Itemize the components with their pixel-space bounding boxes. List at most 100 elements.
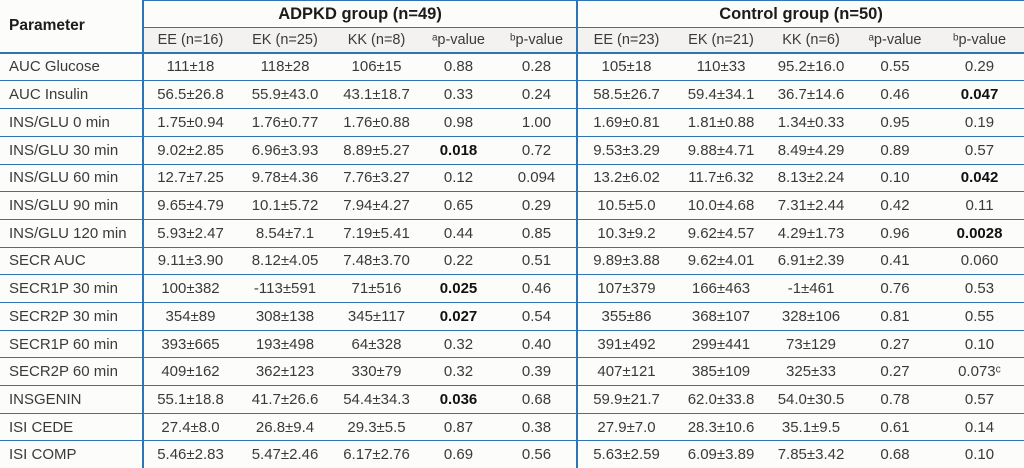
value-cell: 0.018 (420, 136, 497, 165)
value-cell: 0.27 (855, 330, 936, 359)
row-label: INS/GLU 30 min (0, 136, 143, 165)
value-cell: 11.7±6.32 (675, 164, 768, 193)
table-row: SECR1P 30 min 100±382 -113±591 71±516 0.025 0… (0, 274, 1024, 303)
value-cell: 59.4±34.1 (675, 80, 768, 110)
value-cell: 9.78±4.36 (237, 164, 333, 193)
value-cell: 0.28 (497, 52, 578, 82)
value-cell: 7.94±4.27 (333, 191, 420, 220)
value-cell: 105±18 (576, 52, 676, 82)
value-cell: 1.76±0.77 (237, 108, 333, 137)
value-cell: 1.76±0.88 (333, 108, 420, 137)
value-cell: 118±28 (237, 52, 333, 82)
row-label: INS/GLU 120 min (0, 219, 143, 248)
value-cell: 58.5±26.7 (576, 80, 676, 110)
value-cell: 393±665 (142, 330, 237, 359)
table-row: SECR AUC 9.11±3.90 8.12±4.05 7.48±3.70 0.22 0… (0, 247, 1024, 276)
table-row: INS/GLU 30 min 9.02±2.85 6.96±3.93 8.89±5.2… (0, 136, 1024, 165)
value-cell: 1.69±0.81 (576, 108, 676, 137)
table-row: AUC Insulin 56.5±26.8 55.9±43.0 43.1±18.7 0.… (0, 80, 1024, 110)
adpkd-group-header: ADPKD group (n=49) (141, 0, 578, 28)
value-cell: 0.0028 (935, 219, 1024, 248)
row-label: SECR2P 30 min (0, 302, 143, 331)
row-label: AUC Insulin (0, 80, 143, 110)
value-cell: 0.46 (497, 274, 578, 303)
value-cell: 0.32 (420, 330, 497, 359)
value-cell: 0.29 (935, 52, 1024, 82)
value-cell: 54.4±34.3 (333, 385, 420, 414)
value-cell: 7.19±5.41 (333, 219, 420, 248)
parameter-column-header: Parameter (0, 0, 143, 54)
value-cell: 59.9±21.7 (576, 385, 676, 414)
value-cell: 345±117 (333, 302, 420, 331)
value-cell: 71±516 (333, 274, 420, 303)
value-cell: 0.61 (855, 413, 936, 442)
value-cell: 0.89 (855, 136, 936, 165)
value-cell: 0.46 (855, 80, 936, 110)
value-cell: 0.10 (935, 330, 1024, 359)
row-label: AUC Glucose (0, 52, 143, 82)
value-cell: 10.3±9.2 (576, 219, 676, 248)
value-cell: 73±129 (767, 330, 856, 359)
value-cell: 328±106 (767, 302, 856, 331)
value-cell: 0.81 (855, 302, 936, 331)
table-row: INSGENIN 55.1±18.8 41.7±26.6 54.4±34.3 0.036… (0, 385, 1024, 414)
table-row: SECR2P 30 min 354±89 308±138 345±117 0.027 0.… (0, 302, 1024, 331)
value-cell: 7.76±3.27 (333, 164, 420, 193)
column-header-9: ᵇp-value (935, 27, 1024, 54)
value-cell: 1.34±0.33 (767, 108, 856, 137)
value-cell: 0.10 (855, 164, 936, 193)
value-cell: 35.1±9.5 (767, 413, 856, 442)
value-cell: 27.4±8.0 (142, 413, 237, 442)
value-cell: 0.41 (855, 247, 936, 276)
subheader-row: EE (n=16) EK (n=25) KK (n=8) ᵃp-value ᵇp-val… (0, 27, 1024, 54)
column-header-7: KK (n=6) (767, 27, 856, 54)
value-cell: 0.33 (420, 80, 497, 110)
value-cell: 0.42 (855, 191, 936, 220)
table-row: AUC Glucose 111±18 118±28 106±15 0.88 0.28 105… (0, 52, 1024, 82)
value-cell: -1±461 (767, 274, 856, 303)
value-cell: 27.9±7.0 (576, 413, 676, 442)
value-cell: 6.09±3.89 (687, 446, 755, 464)
value-cell: 9.62±4.57 (675, 219, 768, 248)
value-cell: 0.036 (420, 385, 497, 414)
value-cell: 9.53±3.29 (576, 136, 676, 165)
value-cell: 1.00 (497, 108, 578, 137)
value-cell: 193±498 (237, 330, 333, 359)
value-cell: 100±382 (142, 274, 237, 303)
value-cell: 0.96 (855, 219, 936, 248)
value-cell: 0.025 (420, 274, 497, 303)
value-cell: 0.39 (497, 357, 578, 387)
value-cell: 5.47±2.46 (251, 446, 319, 464)
column-header-3: ᵃp-value (420, 27, 497, 54)
value-cell: 1.81±0.88 (675, 108, 768, 137)
value-cell: 64±328 (333, 330, 420, 359)
value-cell: 0.32 (420, 357, 497, 387)
value-cell: 0.65 (420, 191, 497, 220)
value-cell: 62.0±33.8 (675, 385, 768, 414)
value-cell: 385±109 (675, 357, 768, 387)
value-cell: 0.56 (521, 446, 552, 464)
value-cell: 0.073ᶜ (935, 357, 1024, 387)
value-cell: 10.0±4.68 (675, 191, 768, 220)
value-cell: 9.02±2.85 (142, 136, 237, 165)
value-cell: 41.7±26.6 (237, 385, 333, 414)
value-cell: 9.11±3.90 (142, 247, 237, 276)
value-cell: 110±33 (675, 52, 768, 82)
table-header: Parameter ADPKD group (n=49) Control gro… (0, 0, 1024, 54)
value-cell: 26.8±9.4 (237, 413, 333, 442)
table-row: ISI COMP 5.46±2.83 5.47±2.46 6.17±2.76 0.69 0… (0, 440, 1024, 468)
value-cell: 106±15 (333, 52, 420, 82)
value-cell: 0.69 (443, 446, 474, 464)
value-cell: 299±441 (675, 330, 768, 359)
row-label: SECR1P 30 min (0, 274, 143, 303)
value-cell: 0.27 (855, 357, 936, 387)
value-cell: 55.1±18.8 (142, 385, 237, 414)
value-cell: 409±162 (142, 357, 237, 387)
column-header-1: EK (n=25) (237, 27, 333, 54)
table-row: INS/GLU 120 min 5.93±2.47 8.54±7.1 7.19±5.4… (0, 219, 1024, 248)
value-cell: 43.1±18.7 (333, 80, 420, 110)
value-cell: 0.57 (935, 385, 1024, 414)
value-cell: 0.047 (935, 80, 1024, 110)
value-cell: 0.24 (497, 80, 578, 110)
